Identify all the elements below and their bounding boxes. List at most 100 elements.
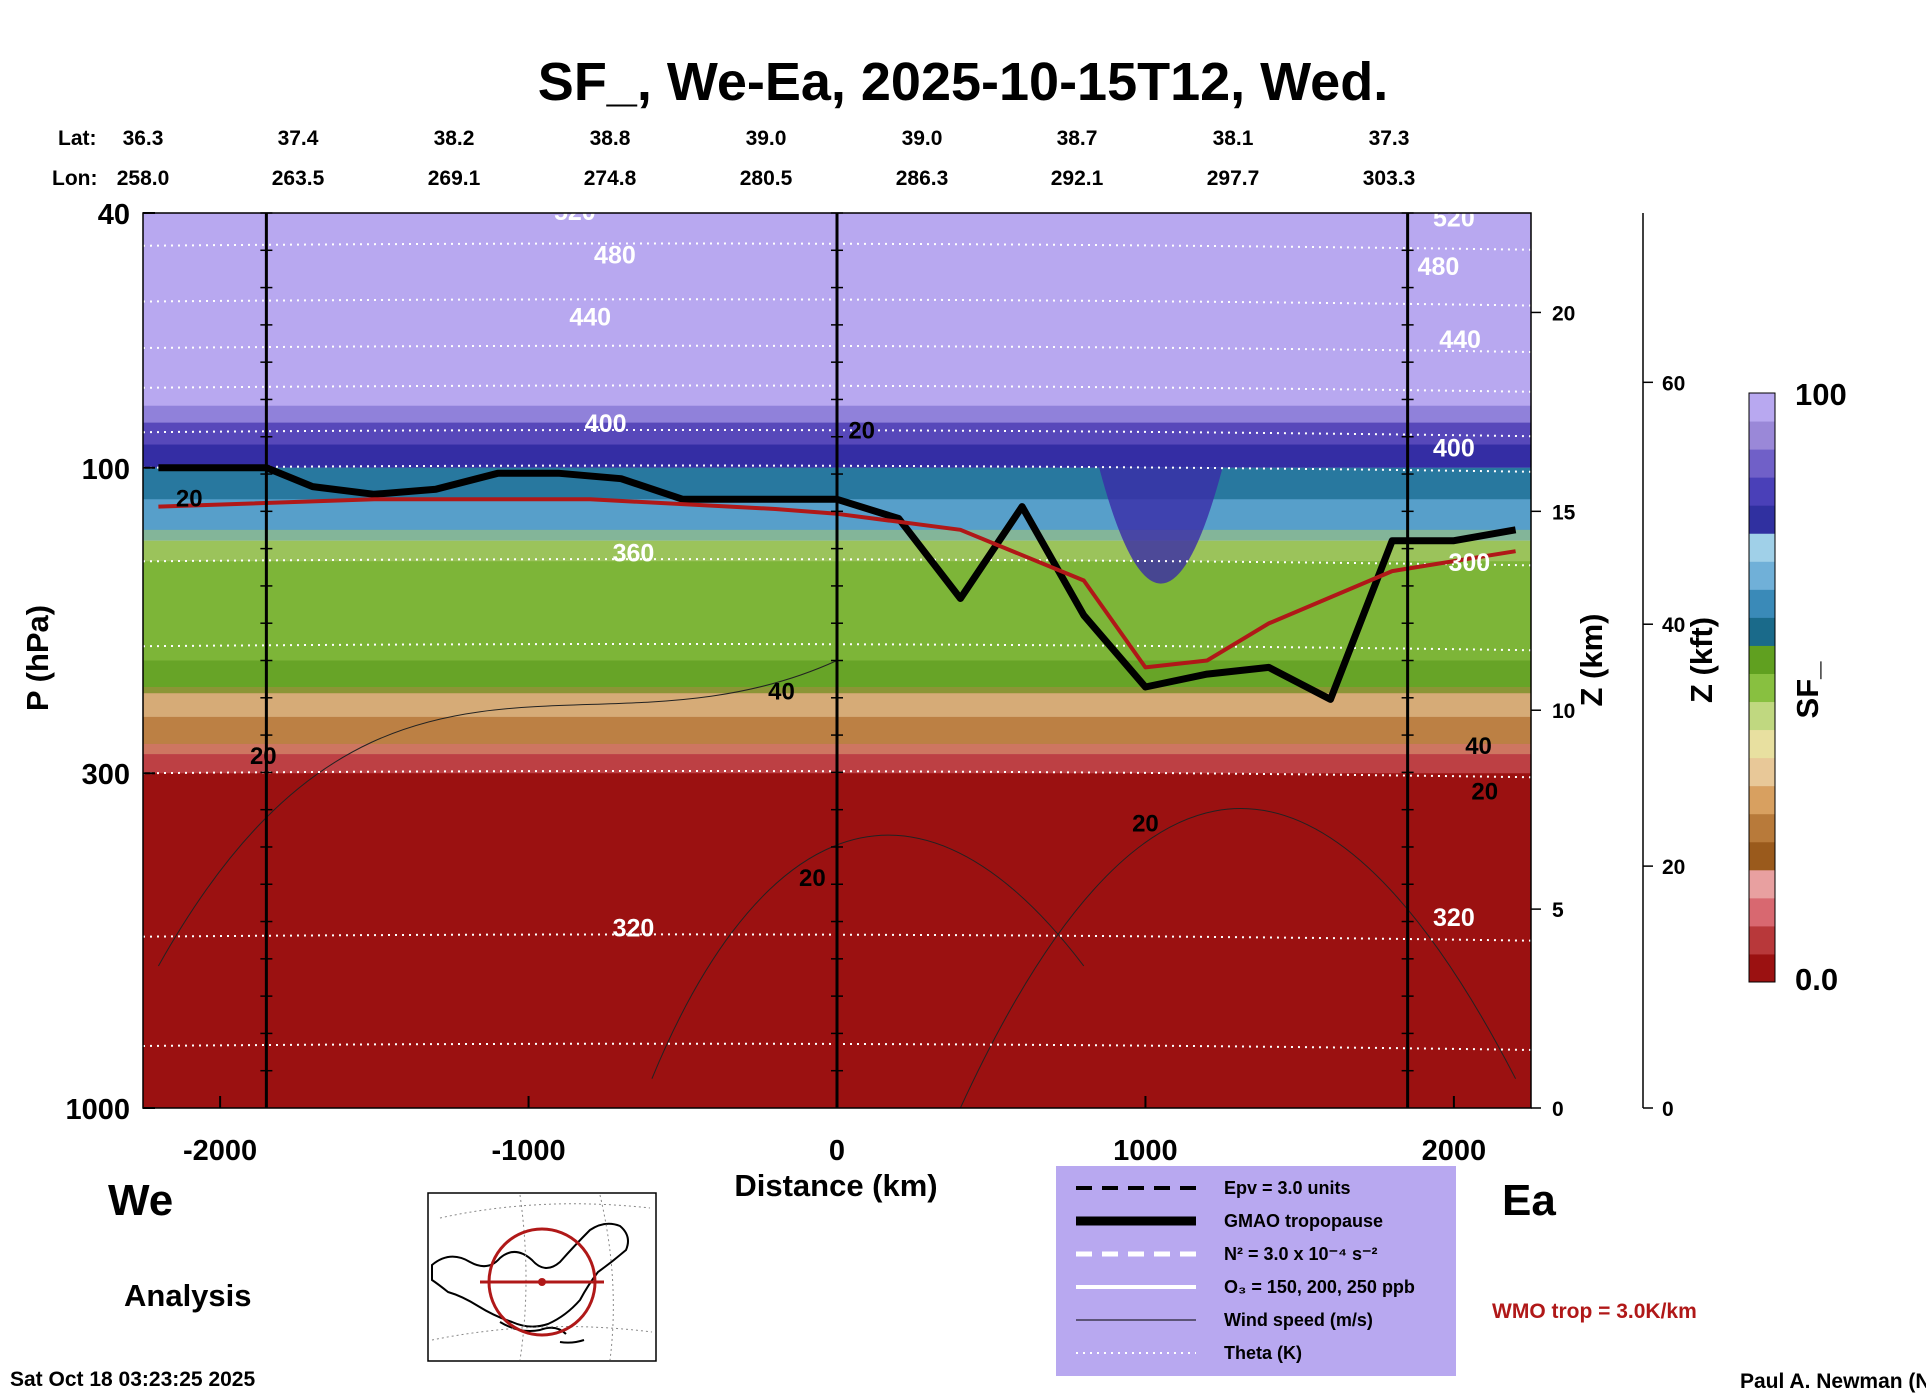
lon-value-2: 269.1 — [428, 167, 481, 190]
theta-label-6: 520 — [1433, 205, 1475, 233]
colorbar-max-label: 100 — [1795, 377, 1847, 412]
colorbar-swatch-6 — [1749, 785, 1775, 815]
wmo-tropopause-line — [158, 497, 1516, 670]
wmo-legend: WMO trop = 3.0K/km — [1492, 1300, 1697, 1323]
lat-label: Lat: — [58, 127, 97, 150]
west-label: We — [108, 1176, 173, 1225]
lat-lon-row: 36.3 37.4 38.2 38.8 39.0 39.0 38.7 38.1 37.3 258.… — [117, 127, 1416, 190]
lon-value-6: 292.1 — [1051, 167, 1104, 190]
lon-value-4: 280.5 — [740, 167, 793, 190]
colorbar-swatch-17 — [1749, 477, 1775, 506]
colorbar-swatch-10 — [1749, 673, 1775, 703]
x-tick-label-4: 2000 — [1422, 1135, 1487, 1167]
y-tick-label-3: 1000 — [65, 1094, 130, 1126]
wind-label-7: 20 — [1471, 779, 1498, 806]
x-axis-ticks: -2000 -1000 0 1000 2000 — [183, 1096, 1486, 1167]
colorbar-swatch-7 — [1749, 757, 1775, 787]
x-tick-label-1: -1000 — [491, 1135, 565, 1167]
chart-title: SF_, We-Ea, 2025-10-15T12, Wed. — [538, 52, 1388, 112]
lon-value-5: 286.3 — [896, 167, 949, 190]
theta-label-10: 300 — [1448, 549, 1490, 577]
z-kft-tick-label-0: 0 — [1662, 1098, 1674, 1121]
vertical-reference-lines — [260, 212, 1414, 1108]
y-axis-label: P (hPa) — [20, 605, 55, 711]
z-km-axis: 0 5 10 15 20 — [1531, 302, 1576, 1121]
y-axis-ticks: 40 100 300 1000 — [65, 199, 155, 1126]
z-kft-tick-label-2: 40 — [1662, 614, 1685, 637]
lon-value-0: 258.0 — [117, 167, 170, 190]
colorbar-swatch-2 — [1749, 897, 1775, 927]
theta-label-0: 520 — [554, 198, 596, 226]
wind-contour-2 — [959, 808, 1517, 1108]
wind-label-5: 20 — [1132, 811, 1159, 838]
z-km-tick-label-4: 20 — [1552, 302, 1575, 325]
theta-label-4: 360 — [613, 539, 655, 567]
z-km-tick-label-0: 0 — [1552, 1098, 1564, 1121]
lat-value-8: 37.3 — [1369, 127, 1410, 150]
wind-label-3: 20 — [250, 743, 277, 770]
x-tick-label-2: 0 — [829, 1135, 845, 1167]
z-km-tick-label-1: 5 — [1552, 899, 1564, 922]
z-kft-axis: 0 20 40 60 — [1642, 213, 1685, 1121]
theta-label-11: 320 — [1433, 904, 1475, 932]
z-kft-tick-label-1: 20 — [1662, 856, 1685, 879]
theta-label-1: 480 — [594, 242, 636, 270]
contour-labels: 520 480 440 400 360 320 520 480 440 400 300 320 20 20… — [176, 198, 1498, 943]
y-tick-label-2: 300 — [82, 759, 130, 791]
colorbar-swatch-4 — [1749, 841, 1775, 871]
wind-label-2: 40 — [768, 678, 795, 705]
z-kft-label: Z (kft) — [1684, 617, 1719, 703]
lon-value-1: 263.5 — [272, 167, 325, 190]
wind-label-0: 20 — [176, 486, 203, 513]
theta-label-7: 480 — [1418, 253, 1460, 281]
theta-label-8: 440 — [1439, 326, 1481, 354]
lat-value-0: 36.3 — [123, 127, 164, 150]
x-tick-label-0: -2000 — [183, 1135, 257, 1167]
z-km-tick-label-3: 15 — [1552, 501, 1576, 524]
lat-value-4: 39.0 — [746, 127, 787, 150]
colorbar-swatch-20 — [1749, 393, 1775, 422]
colorbar-swatch-11 — [1749, 645, 1775, 674]
legend-label-0: Epv = 3.0 units — [1224, 1178, 1351, 1198]
theta-label-2: 440 — [569, 304, 611, 332]
lat-value-7: 38.1 — [1213, 127, 1254, 150]
colorbar-swatch-9 — [1749, 701, 1775, 731]
colorbar-swatch-13 — [1749, 589, 1775, 618]
theta-label-9: 400 — [1433, 434, 1475, 462]
legend-label-5: Theta (K) — [1224, 1343, 1302, 1363]
legend-label-2: N² = 3.0 x 10⁻⁴ s⁻² — [1224, 1244, 1377, 1264]
lon-value-7: 297.7 — [1207, 167, 1260, 190]
lon-label: Lon: — [52, 167, 97, 190]
legend-label-1: GMAO tropopause — [1224, 1211, 1383, 1231]
map-center-dot — [538, 1278, 546, 1286]
map-gulf — [499, 1321, 585, 1344]
x-tick-label-3: 1000 — [1113, 1135, 1178, 1167]
lat-value-3: 38.8 — [590, 127, 631, 150]
wind-label-1: 20 — [848, 417, 875, 444]
lon-value-3: 274.8 — [584, 167, 637, 190]
timestamp: Sat Oct 18 03:23:25 2025 — [10, 1368, 255, 1391]
colorbar-swatch-12 — [1749, 617, 1775, 646]
lat-value-6: 38.7 — [1057, 127, 1098, 150]
theta-label-3: 400 — [585, 410, 627, 438]
lon-value-8: 303.3 — [1363, 167, 1416, 190]
map-coastline — [431, 1222, 629, 1328]
legend-background — [1056, 1166, 1456, 1376]
colorbar-swatch-8 — [1749, 729, 1775, 759]
colorbar-swatch-5 — [1749, 813, 1775, 843]
colorbar-swatch-14 — [1749, 561, 1775, 590]
colorbar — [1748, 392, 1776, 983]
analysis-label: Analysis — [124, 1278, 252, 1313]
lat-value-1: 37.4 — [278, 127, 319, 150]
x-axis-label: Distance (km) — [734, 1168, 937, 1203]
credit: Paul A. Newman (NASA — [1740, 1370, 1926, 1393]
lat-value-2: 38.2 — [434, 127, 475, 150]
colorbar-swatch-18 — [1749, 449, 1775, 478]
lat-value-5: 39.0 — [902, 127, 943, 150]
y-tick-label-1: 100 — [82, 454, 130, 486]
legend-label-4: Wind speed (m/s) — [1224, 1310, 1373, 1330]
inset-map — [427, 1192, 657, 1362]
z-kft-tick-label-3: 60 — [1662, 372, 1685, 395]
colorbar-title: SF_ — [1790, 661, 1825, 719]
legend-label-3: O₃ = 150, 200, 250 ppb — [1224, 1277, 1415, 1297]
